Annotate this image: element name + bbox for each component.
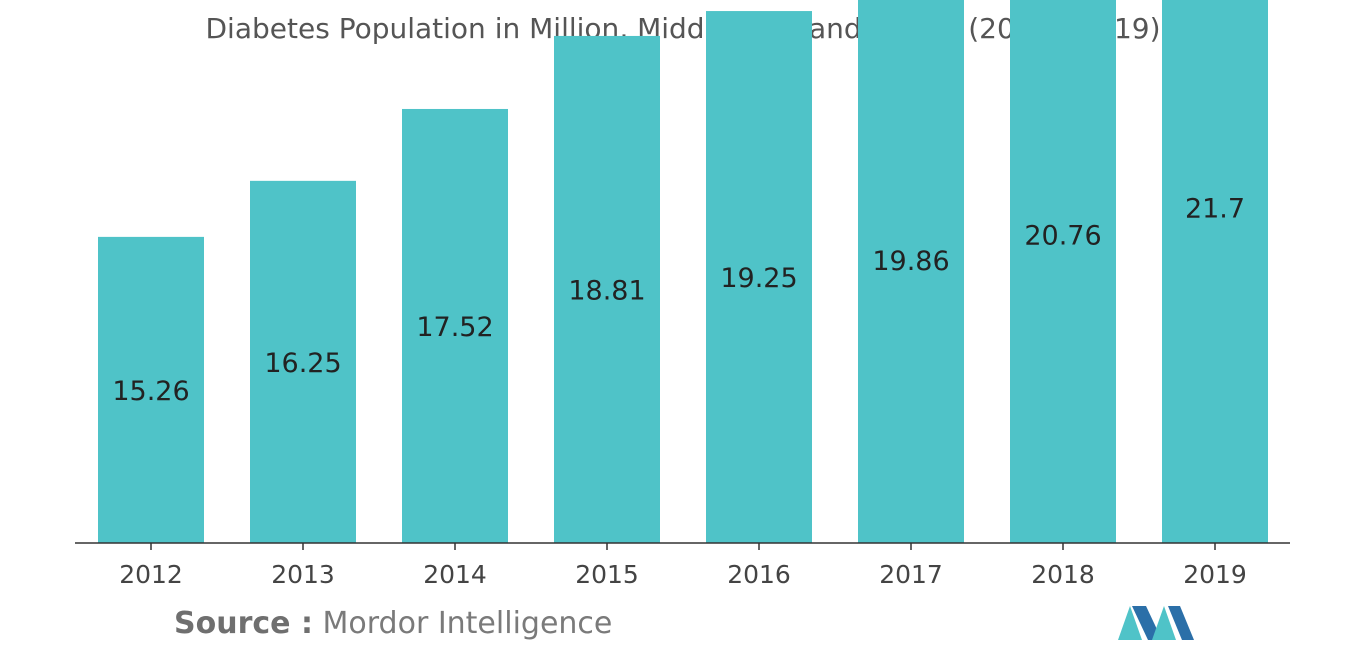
bar-2012 bbox=[98, 236, 204, 543]
bar-2019 bbox=[1162, 0, 1268, 543]
x-tick-label: 2015 bbox=[575, 560, 639, 589]
bar-2018 bbox=[1010, 0, 1116, 544]
bar-value-label: 20.76 bbox=[1024, 220, 1101, 251]
bar-value-label: 21.7 bbox=[1185, 194, 1245, 225]
bar-2015 bbox=[554, 35, 660, 543]
x-tick-label: 2019 bbox=[1183, 560, 1247, 589]
bar-value-label: 18.81 bbox=[568, 275, 645, 306]
mordor-intelligence-logo-icon bbox=[1118, 606, 1194, 640]
bars-group: 15.26 16.25 17.52 18.81 19.25 19.86 20.76 21.7 bbox=[98, 0, 1268, 544]
x-tick-label: 2014 bbox=[423, 560, 487, 589]
bar-2013 bbox=[250, 180, 356, 543]
source-note: Source : Mordor Intelligence bbox=[174, 606, 612, 641]
bar-value-label: 17.52 bbox=[416, 312, 493, 343]
source-label: Source : bbox=[174, 606, 313, 641]
x-tick-label: 2012 bbox=[119, 560, 183, 589]
x-tick-label: 2013 bbox=[271, 560, 335, 589]
bar-value-label: 19.25 bbox=[720, 263, 797, 294]
bar-2017 bbox=[858, 0, 964, 544]
x-tick-label: 2018 bbox=[1031, 560, 1095, 589]
x-tick-label: 2016 bbox=[727, 560, 791, 589]
x-tick-label: 2017 bbox=[879, 560, 943, 589]
source-text: Mordor Intelligence bbox=[322, 606, 613, 641]
bar-value-label: 19.86 bbox=[872, 246, 949, 277]
chart-title: Diabetes Population in Million, Middle-E… bbox=[205, 12, 1161, 45]
bar-2016 bbox=[706, 11, 812, 544]
bar-value-label: 15.26 bbox=[112, 376, 189, 407]
x-ticks-group: 2012 2013 2014 2015 2016 2017 2018 2019 bbox=[119, 543, 1247, 589]
bar-value-label: 16.25 bbox=[264, 348, 341, 379]
bar-2014 bbox=[402, 108, 508, 543]
